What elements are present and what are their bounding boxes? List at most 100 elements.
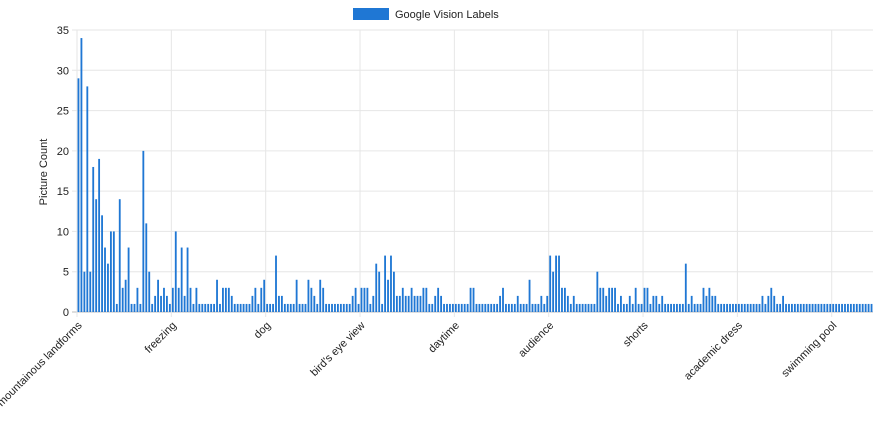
bar[interactable] bbox=[867, 303, 870, 312]
bar[interactable] bbox=[546, 295, 549, 312]
bar[interactable] bbox=[289, 303, 292, 312]
bar[interactable] bbox=[631, 303, 634, 312]
bar[interactable] bbox=[339, 303, 342, 312]
bar[interactable] bbox=[434, 295, 437, 312]
bar[interactable] bbox=[210, 303, 213, 312]
bar[interactable] bbox=[720, 303, 723, 312]
bar[interactable] bbox=[451, 303, 454, 312]
bar[interactable] bbox=[337, 303, 339, 312]
bar[interactable] bbox=[746, 303, 749, 312]
bar[interactable] bbox=[166, 295, 168, 312]
bar[interactable] bbox=[112, 231, 115, 312]
bar[interactable] bbox=[148, 271, 151, 312]
bar[interactable] bbox=[608, 287, 611, 312]
bar[interactable] bbox=[507, 303, 510, 312]
bar[interactable] bbox=[673, 303, 675, 312]
bar[interactable] bbox=[861, 303, 864, 312]
bar[interactable] bbox=[115, 303, 118, 312]
bar[interactable] bbox=[832, 303, 835, 312]
bar[interactable] bbox=[121, 287, 124, 312]
bar[interactable] bbox=[743, 303, 746, 312]
bar[interactable] bbox=[384, 255, 386, 312]
bar[interactable] bbox=[263, 279, 266, 312]
bar[interactable] bbox=[614, 287, 616, 312]
bar[interactable] bbox=[189, 287, 192, 312]
bar[interactable] bbox=[481, 303, 484, 312]
bar[interactable] bbox=[260, 287, 263, 312]
bar[interactable] bbox=[213, 303, 215, 312]
bar[interactable] bbox=[726, 303, 728, 312]
bar[interactable] bbox=[319, 279, 322, 312]
bar[interactable] bbox=[575, 303, 578, 312]
bar[interactable] bbox=[796, 303, 799, 312]
bar[interactable] bbox=[687, 303, 690, 312]
bar[interactable] bbox=[251, 295, 254, 312]
bar[interactable] bbox=[446, 303, 448, 312]
bar[interactable] bbox=[348, 303, 351, 312]
bar[interactable] bbox=[729, 303, 731, 312]
bar[interactable] bbox=[549, 255, 552, 312]
bar[interactable] bbox=[761, 295, 764, 312]
bar[interactable] bbox=[723, 303, 726, 312]
bar[interactable] bbox=[422, 287, 425, 312]
bar[interactable] bbox=[655, 295, 658, 312]
bar[interactable] bbox=[652, 295, 655, 312]
bar[interactable] bbox=[398, 295, 401, 312]
bar[interactable] bbox=[331, 303, 333, 312]
bar[interactable] bbox=[643, 287, 646, 312]
bar[interactable] bbox=[230, 295, 233, 312]
bar[interactable] bbox=[160, 295, 162, 312]
bar[interactable] bbox=[313, 295, 316, 312]
bar[interactable] bbox=[864, 303, 867, 312]
bar[interactable] bbox=[460, 303, 463, 312]
bar[interactable] bbox=[634, 287, 637, 312]
bar[interactable] bbox=[257, 303, 260, 312]
bar[interactable] bbox=[758, 303, 761, 312]
bar[interactable] bbox=[805, 303, 808, 312]
bar[interactable] bbox=[478, 303, 481, 312]
bar[interactable] bbox=[782, 295, 784, 312]
bar[interactable] bbox=[95, 199, 98, 312]
bar[interactable] bbox=[802, 303, 805, 312]
bar[interactable] bbox=[387, 279, 389, 312]
bar[interactable] bbox=[484, 303, 487, 312]
bar[interactable] bbox=[437, 287, 440, 312]
bar[interactable] bbox=[286, 303, 289, 312]
bar[interactable] bbox=[180, 247, 183, 312]
bar[interactable] bbox=[858, 303, 861, 312]
bar[interactable] bbox=[381, 303, 384, 312]
bar[interactable] bbox=[584, 303, 587, 312]
bar[interactable] bbox=[416, 295, 419, 312]
bar[interactable] bbox=[351, 295, 354, 312]
bar[interactable] bbox=[696, 303, 699, 312]
bar[interactable] bbox=[401, 287, 404, 312]
bar[interactable] bbox=[280, 295, 283, 312]
bar[interactable] bbox=[357, 303, 360, 312]
bar[interactable] bbox=[463, 303, 466, 312]
bar[interactable] bbox=[637, 303, 640, 312]
bar[interactable] bbox=[740, 303, 743, 312]
bar[interactable] bbox=[345, 303, 348, 312]
bar[interactable] bbox=[440, 295, 443, 312]
bar[interactable] bbox=[219, 303, 221, 312]
bar[interactable] bbox=[611, 287, 613, 312]
bar[interactable] bbox=[310, 287, 313, 312]
bar[interactable] bbox=[404, 295, 407, 312]
bar[interactable] bbox=[390, 255, 392, 312]
bar[interactable] bbox=[127, 247, 130, 312]
bar[interactable] bbox=[496, 303, 499, 312]
bar[interactable] bbox=[363, 287, 366, 312]
bar[interactable] bbox=[227, 287, 230, 312]
bar[interactable] bbox=[104, 247, 106, 312]
bar[interactable] bbox=[499, 295, 501, 312]
bar[interactable] bbox=[266, 303, 269, 312]
bar[interactable] bbox=[522, 303, 525, 312]
bar[interactable] bbox=[207, 303, 210, 312]
bar[interactable] bbox=[192, 303, 195, 312]
bar[interactable] bbox=[431, 303, 434, 312]
bar[interactable] bbox=[395, 295, 398, 312]
bar[interactable] bbox=[198, 303, 201, 312]
bar[interactable] bbox=[372, 295, 375, 312]
bar[interactable] bbox=[171, 287, 174, 312]
bar[interactable] bbox=[157, 279, 159, 312]
